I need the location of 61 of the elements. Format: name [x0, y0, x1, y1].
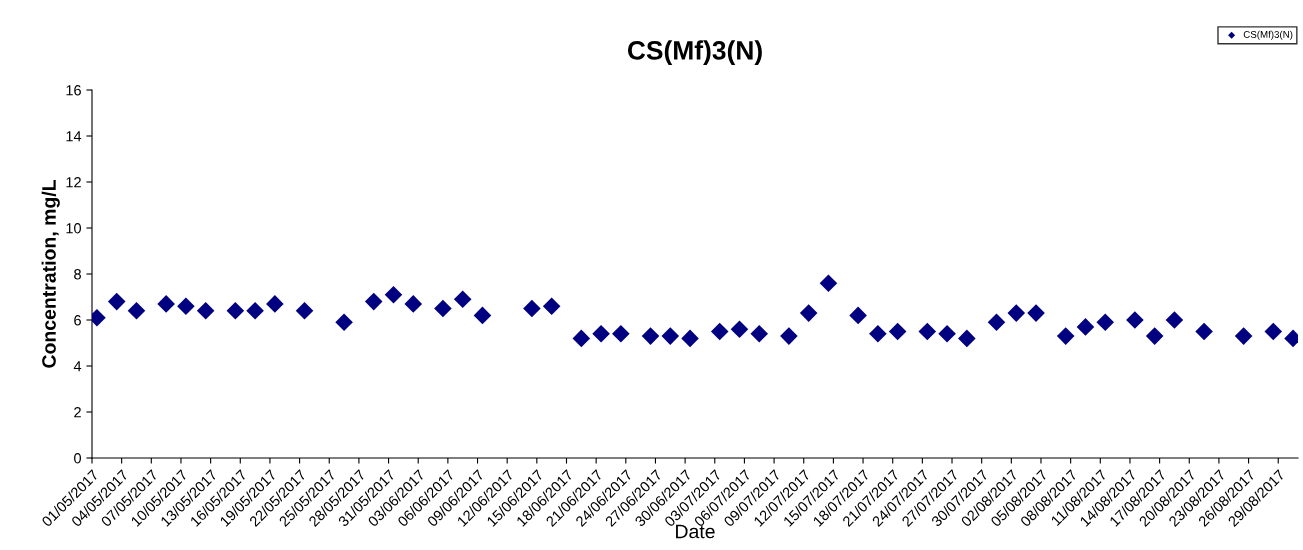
- point: [849, 306, 867, 325]
- y-tick-label: 12: [66, 177, 81, 188]
- y-tick-label: 14: [66, 131, 82, 142]
- point: [1264, 322, 1283, 341]
- x-axis-title: Date: [676, 524, 715, 539]
- point: [799, 304, 818, 322]
- point: [918, 322, 937, 341]
- point: [819, 274, 838, 292]
- point: [1165, 311, 1184, 329]
- point: [780, 327, 798, 345]
- point: [226, 302, 245, 320]
- y-tick-label: 8: [74, 269, 81, 280]
- point: [641, 327, 660, 345]
- point: [1126, 311, 1144, 329]
- point: [1076, 318, 1095, 336]
- y-tick-label: 2: [74, 407, 81, 418]
- point: [246, 302, 264, 320]
- point: [523, 299, 541, 318]
- point: [107, 292, 126, 311]
- point: [127, 302, 146, 320]
- y-tick-label: 16: [66, 85, 81, 96]
- point: [888, 322, 907, 341]
- point: [1096, 313, 1115, 332]
- point: [958, 329, 976, 348]
- y-tick-label: 6: [74, 315, 81, 326]
- y-axis-title: Concentration, mg/L: [41, 180, 60, 368]
- point: [1234, 327, 1253, 345]
- y-tick-label: 4: [73, 361, 82, 372]
- point: [681, 329, 699, 348]
- point: [364, 292, 383, 311]
- point: [335, 313, 353, 332]
- point: [612, 325, 630, 343]
- legend-label: CS(Mf)3(N): [1243, 30, 1293, 40]
- point: [1145, 327, 1164, 345]
- point: [730, 320, 749, 338]
- point: [592, 325, 610, 343]
- point: [384, 285, 403, 304]
- point: [295, 302, 314, 320]
- point: [473, 306, 492, 325]
- point: [266, 295, 284, 313]
- point: [750, 325, 769, 343]
- point: [1195, 322, 1213, 341]
- point: [542, 297, 561, 315]
- point: [938, 325, 956, 343]
- point: [1007, 304, 1026, 322]
- point: [1027, 304, 1045, 322]
- point: [177, 297, 195, 315]
- point: [987, 313, 1006, 332]
- point: [196, 302, 215, 320]
- chart-title: CS(Mf)3(N): [627, 40, 762, 65]
- point: [434, 299, 452, 318]
- point: [453, 290, 472, 309]
- point: [661, 327, 680, 345]
- point: [572, 329, 591, 348]
- point: [157, 295, 175, 313]
- point: [404, 295, 423, 313]
- y-tick-label: 0: [74, 453, 82, 464]
- point: [869, 325, 887, 343]
- point: [710, 322, 729, 341]
- point: [1056, 327, 1075, 345]
- y-tick-label: 10: [66, 223, 82, 234]
